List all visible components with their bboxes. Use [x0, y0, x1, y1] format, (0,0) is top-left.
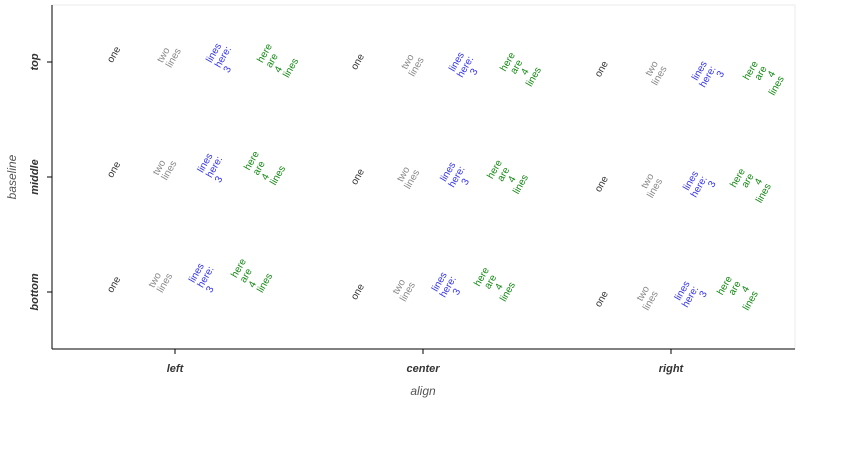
- mark-left-top-four-line-2: 4: [273, 64, 286, 75]
- x-axis-title: align: [410, 384, 436, 398]
- mark-right-middle-three-line-2: 3: [706, 179, 719, 190]
- y-axis-title: baseline: [5, 154, 19, 199]
- mark-left-bottom-three-line-2: 3: [204, 284, 217, 295]
- y-tick-label-top: top: [29, 53, 41, 70]
- mark-right-middle-four-line-2: 4: [753, 176, 766, 187]
- plot-background: [51, 4, 796, 350]
- y-axis-ticks: top middle bottom: [29, 53, 52, 311]
- mark-right-bottom-four-line-2: 4: [740, 284, 753, 295]
- mark-left-middle-four-line-2: 4: [260, 172, 273, 183]
- mark-center-top-three-line-2: 3: [468, 67, 481, 78]
- mark-left-middle-three-line-2: 3: [213, 174, 226, 185]
- mark-right-top-four-line-2: 4: [766, 69, 779, 80]
- mark-right-bottom-three-line-2: 3: [698, 289, 711, 300]
- mark-left-top-three-line-2: 3: [222, 64, 235, 75]
- x-tick-label-left: left: [167, 363, 185, 375]
- x-tick-label-right: right: [659, 363, 685, 375]
- x-tick-label-center: center: [406, 363, 440, 375]
- mark-center-middle-four-line-2: 4: [506, 174, 519, 185]
- y-tick-label-middle: middle: [29, 159, 41, 194]
- y-tick-label-bottom: bottom: [29, 273, 41, 310]
- mark-right-top-three-line-2: 3: [715, 69, 728, 80]
- mark-center-middle-three-line-2: 3: [460, 177, 473, 188]
- mark-left-bottom-four-line-2: 4: [247, 279, 260, 290]
- mark-center-top-four-line-2: 4: [519, 67, 532, 78]
- mark-center-bottom-four-line-2: 4: [493, 282, 506, 293]
- mark-center-bottom-three-line-2: 3: [451, 287, 464, 298]
- x-axis-ticks: left center right: [167, 349, 685, 375]
